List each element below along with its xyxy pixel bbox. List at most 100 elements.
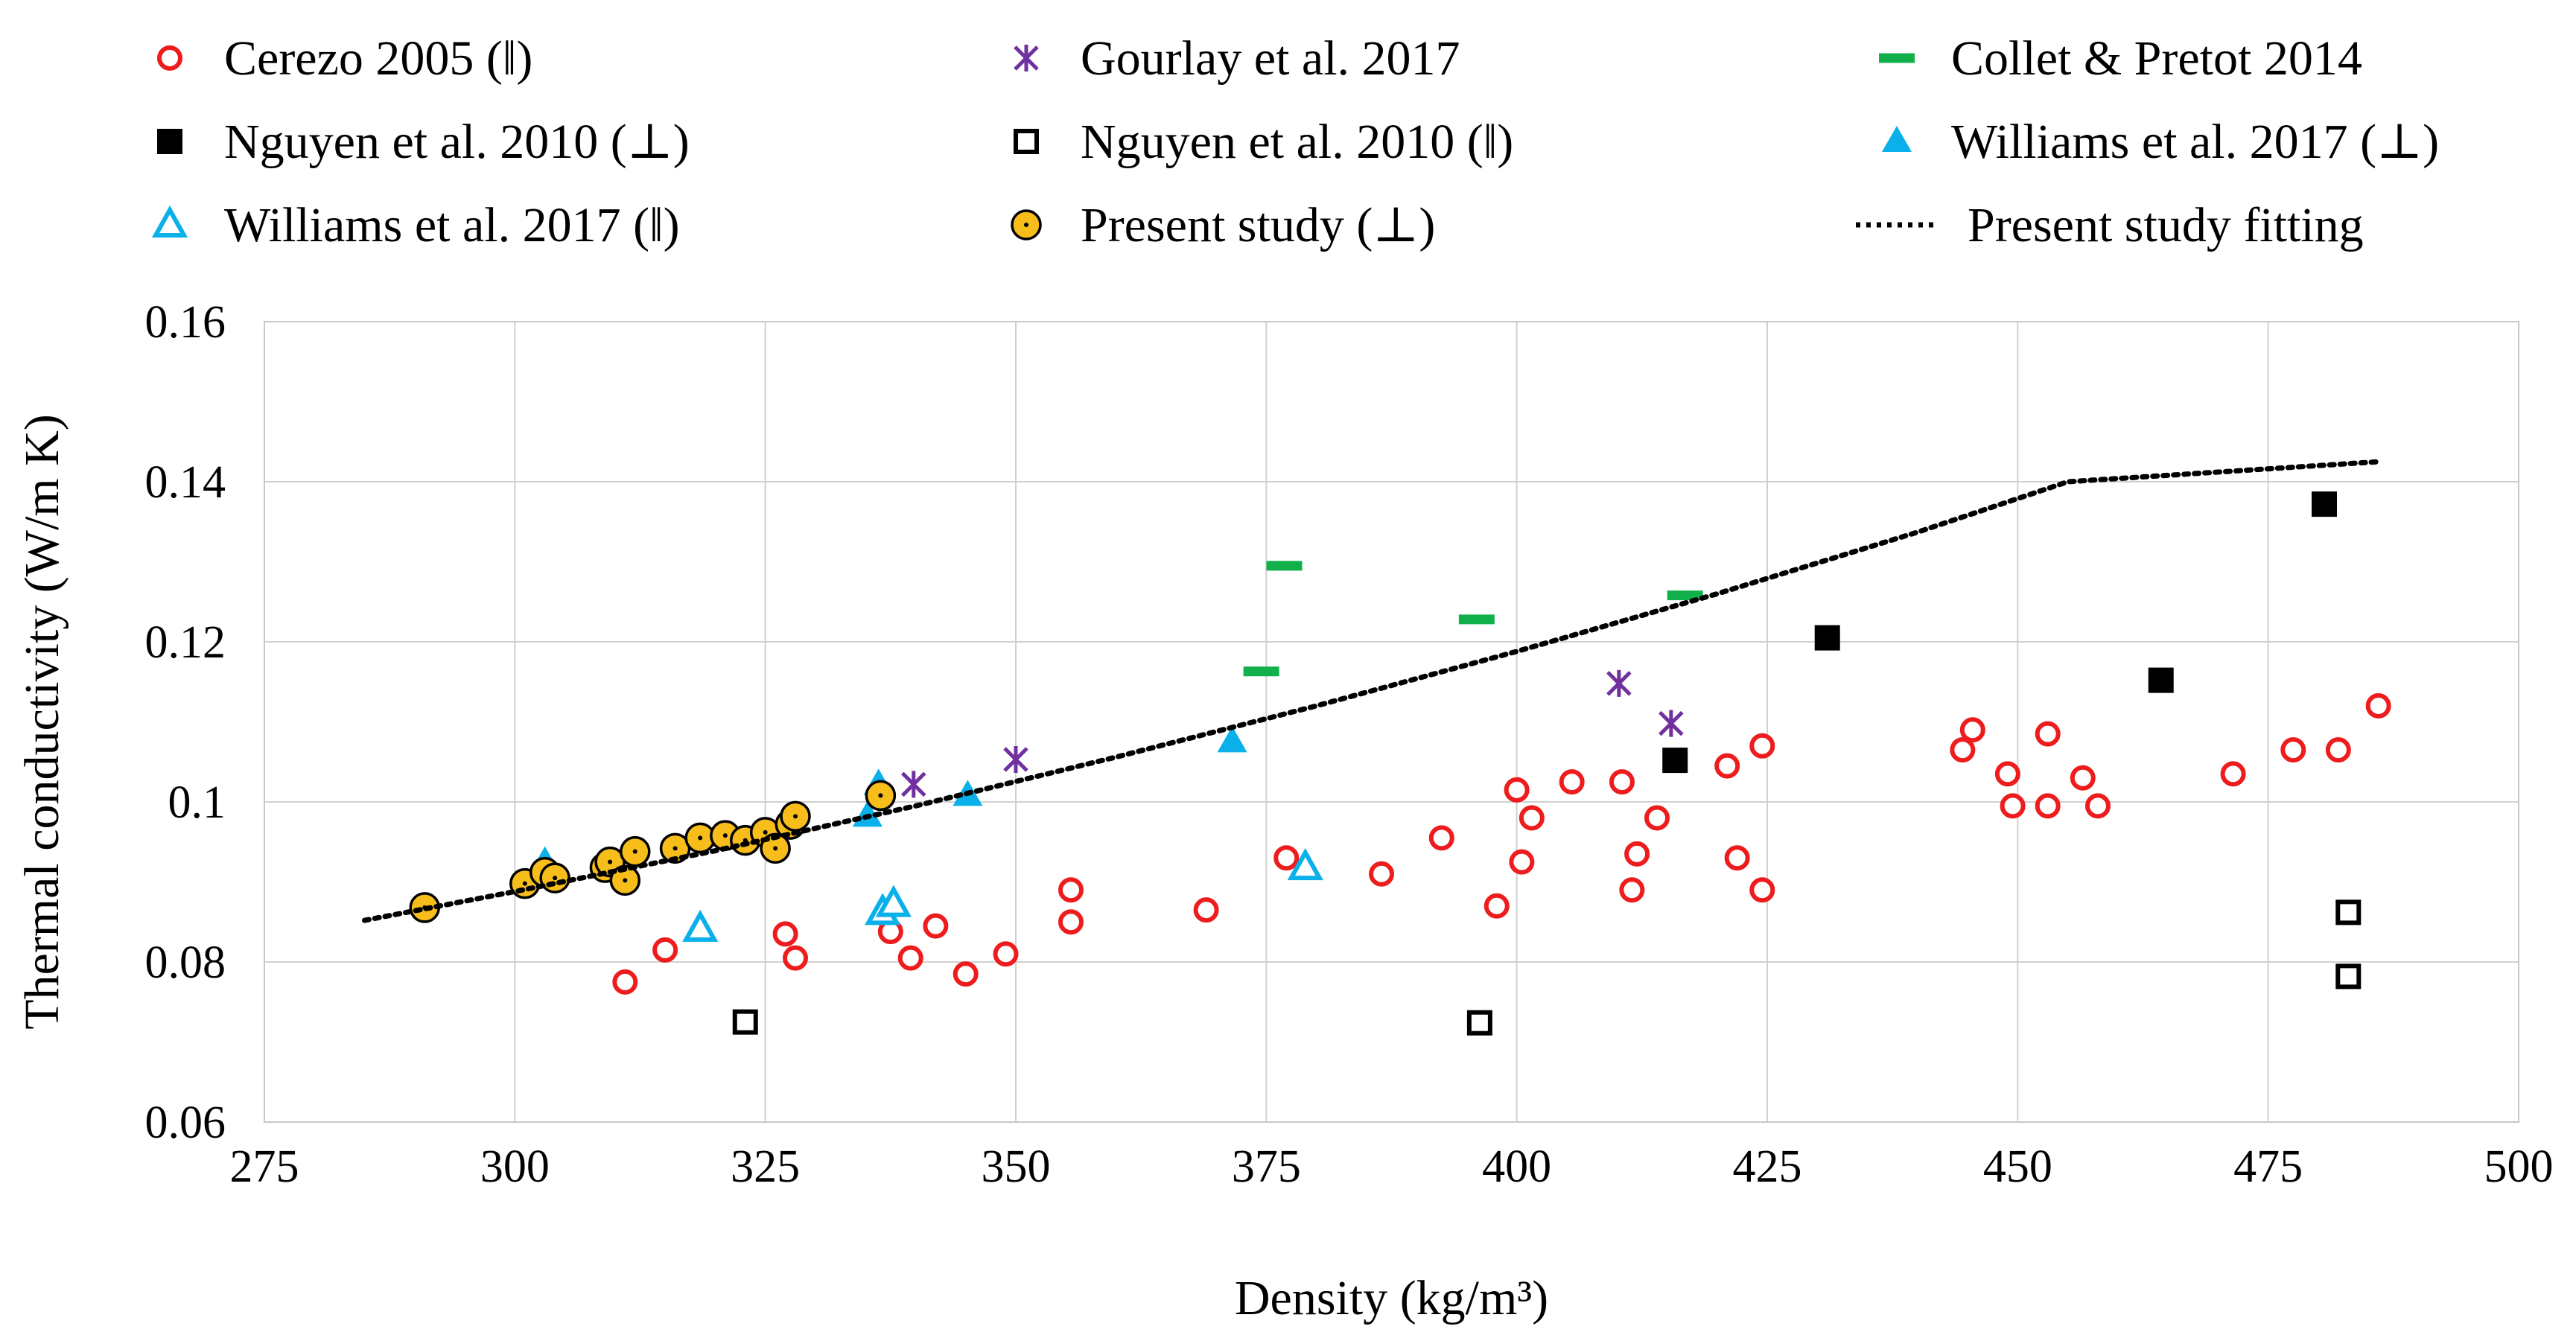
data-point [2220,761,2246,787]
data-point [1814,625,1840,651]
legend-label: Williams et al. 2017 (ǁ) [224,198,680,252]
y-tick-label: 0.1 [168,777,226,828]
series-gourlay-et-al-2017 [901,669,1684,798]
data-point [1058,877,1084,903]
point-center-dot [773,846,778,851]
x-tick-label: 275 [230,1141,299,1192]
data-point [1950,737,1976,763]
legend-item-williams-et-al-2017: Williams et al. 2017 (⊥) [1882,115,2439,169]
axes: 275 300 325 350 375 400 425 450 475 500 0.06 0.08 0.… [145,297,2554,1192]
data-point [620,835,651,867]
legend-label: Collet & Pretot 2014 [1951,31,2362,86]
data-point [1624,841,1650,867]
y-tick-label: 0.14 [145,457,226,508]
data-point [652,937,678,963]
point-center-dot [793,814,798,819]
x-tick-label: 350 [982,1141,1051,1192]
y-tick-label: 0.12 [145,617,226,668]
legend-item-gourlay-et-al-2017: Gourlay et al. 2017 [1014,31,1460,86]
legend-marker [1014,45,1039,71]
series-cerezo-2005 [612,693,2391,995]
data-point [2325,737,2351,763]
data-point [1559,769,1585,795]
y-tick-label: 0.08 [145,937,226,988]
series-collet-pretot-2014 [1243,561,1703,677]
x-tick-label: 500 [2484,1141,2554,1192]
data-point [1369,861,1395,887]
point-center-dot [722,833,728,838]
data-point [1003,746,1028,774]
data-point [1619,877,1645,903]
point-center-dot [878,793,883,798]
data-point [1428,825,1454,851]
legend-marker [157,129,182,154]
x-tick-label: 400 [1482,1141,1551,1192]
y-tick-label: 0.06 [145,1098,226,1148]
data-point [2312,491,2338,517]
point-center-dot [608,859,613,864]
data-point [2280,737,2306,763]
data-point [953,961,979,987]
data-point [897,945,923,971]
data-point [1959,717,1985,743]
x-tick-label: 450 [1983,1141,2052,1192]
data-point [2335,963,2362,990]
data-point [2365,693,2391,719]
legend-label: Nguyen et al. 2010 (ǁ) [1081,115,1513,169]
legend-item-present-study-fitting: Present study fitting [1856,198,2364,252]
point-center-dot [698,835,703,841]
data-point [1504,777,1530,803]
x-tick-label: 475 [2233,1141,2303,1192]
legend-marker [151,205,188,238]
data-marks [362,459,2391,1036]
data-point [1217,726,1247,753]
data-point [783,945,809,971]
series-nguyen-et-al-2010 [732,899,2362,1036]
data-point [1193,897,1219,923]
x-tick-label: 300 [480,1141,550,1192]
legend-label: Nguyen et al. 2010 (⊥) [224,115,690,169]
point-center-dot [1024,223,1028,227]
legend-item-collet-pretot-2014: Collet & Pretot 2014 [1879,31,2362,86]
data-point [1749,733,1775,759]
data-point [539,862,570,893]
data-point [1749,877,1775,903]
x-tick-label: 325 [731,1141,800,1192]
data-point [772,921,798,947]
data-point [1724,845,1750,871]
data-point [993,941,1019,967]
data-point [1509,849,1535,875]
series-present-study-fitting [362,459,2382,923]
legend-item-nguyen-et-al-2010: Nguyen et al. 2010 (⊥) [157,115,690,169]
data-point [1644,805,1670,831]
legend: Cerezo 2005 (ǁ) Gourlay et al. 2017 Collet… [151,31,2439,252]
legend-label: Gourlay et al. 2017 [1081,31,1460,86]
data-point [780,800,811,832]
data-point [875,885,912,917]
point-center-dot [632,849,637,854]
x-tick-label: 425 [1733,1141,1802,1192]
legend-label: Present study fitting [1968,198,2364,252]
data-point [1994,761,2020,787]
data-point [2148,667,2174,693]
data-point [2084,793,2111,819]
x-tick-label: 375 [1232,1141,1301,1192]
point-center-dot [763,829,768,835]
data-point [1058,909,1084,935]
data-point [1466,1010,1492,1036]
data-point [2035,721,2061,747]
data-point [1714,753,1740,779]
grid-lines [264,321,2519,1123]
y-axis-title: Thermal conductivity (W/m K) [15,414,69,1030]
data-point [923,913,949,939]
data-point [1659,710,1684,737]
plot-area-frame [264,321,2519,1123]
legend-item-williams-et-al-2017: Williams et al. 2017 (ǁ) [151,198,680,252]
series-nguyen-et-al-2010 [1662,491,2338,774]
data-point [2000,793,2026,819]
legend-marker [1014,129,1039,154]
y-tick-label: 0.16 [145,297,226,348]
point-center-dot [623,878,628,883]
data-point [1287,848,1323,881]
